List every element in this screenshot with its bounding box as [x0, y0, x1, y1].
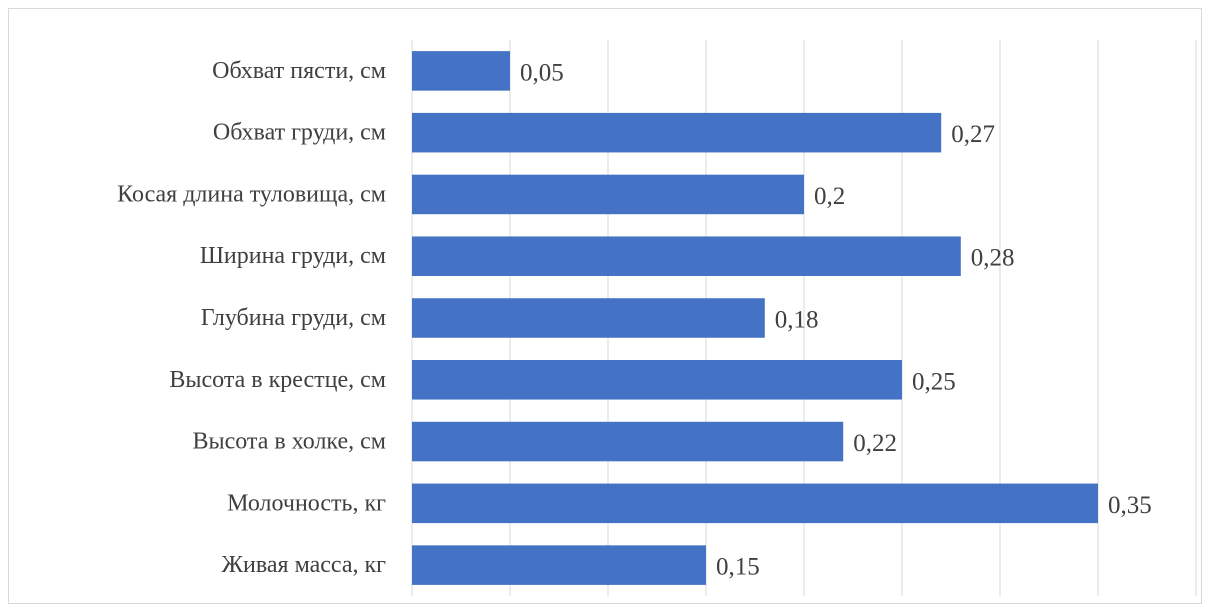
- category-label: Обхват пясти, см: [212, 58, 386, 84]
- category-label: Живая масса, кг: [222, 552, 387, 578]
- category-label: Высота в холке, см: [192, 429, 386, 455]
- bar: [412, 545, 706, 585]
- data-label: 0,2: [814, 183, 845, 210]
- bar: [412, 483, 1098, 524]
- bar: [412, 236, 961, 276]
- data-label: 0,22: [853, 430, 897, 457]
- value-labels: 0,05 0,27 0,2 0,28 0,18 0,25 0,22 0,35 0,15: [520, 59, 1152, 580]
- bar: [412, 51, 510, 91]
- bar: [412, 298, 765, 338]
- data-label: 0,25: [912, 368, 956, 395]
- category-label: Косая длина туловища, см: [117, 181, 386, 207]
- bar: [412, 112, 942, 153]
- category-label: Высота в крестце, см: [169, 367, 386, 393]
- category-label: Молочность, кг: [227, 490, 386, 516]
- data-label: 0,35: [1108, 492, 1152, 519]
- bars: [412, 51, 1098, 585]
- category-label: Обхват груди, см: [213, 120, 386, 146]
- category-label: Глубина груди, см: [201, 305, 386, 331]
- category-label: Ширина груди, см: [200, 243, 386, 269]
- bar: [412, 174, 804, 215]
- data-label: 0,15: [716, 554, 760, 581]
- data-label: 0,28: [971, 245, 1015, 272]
- data-label: 0,05: [520, 59, 564, 86]
- bar: [412, 421, 844, 462]
- data-label: 0,27: [951, 121, 995, 148]
- bar: [412, 360, 902, 400]
- category-labels: Обхват пясти, см Обхват груди, см Косая дл…: [117, 58, 386, 578]
- data-label: 0,18: [775, 307, 819, 334]
